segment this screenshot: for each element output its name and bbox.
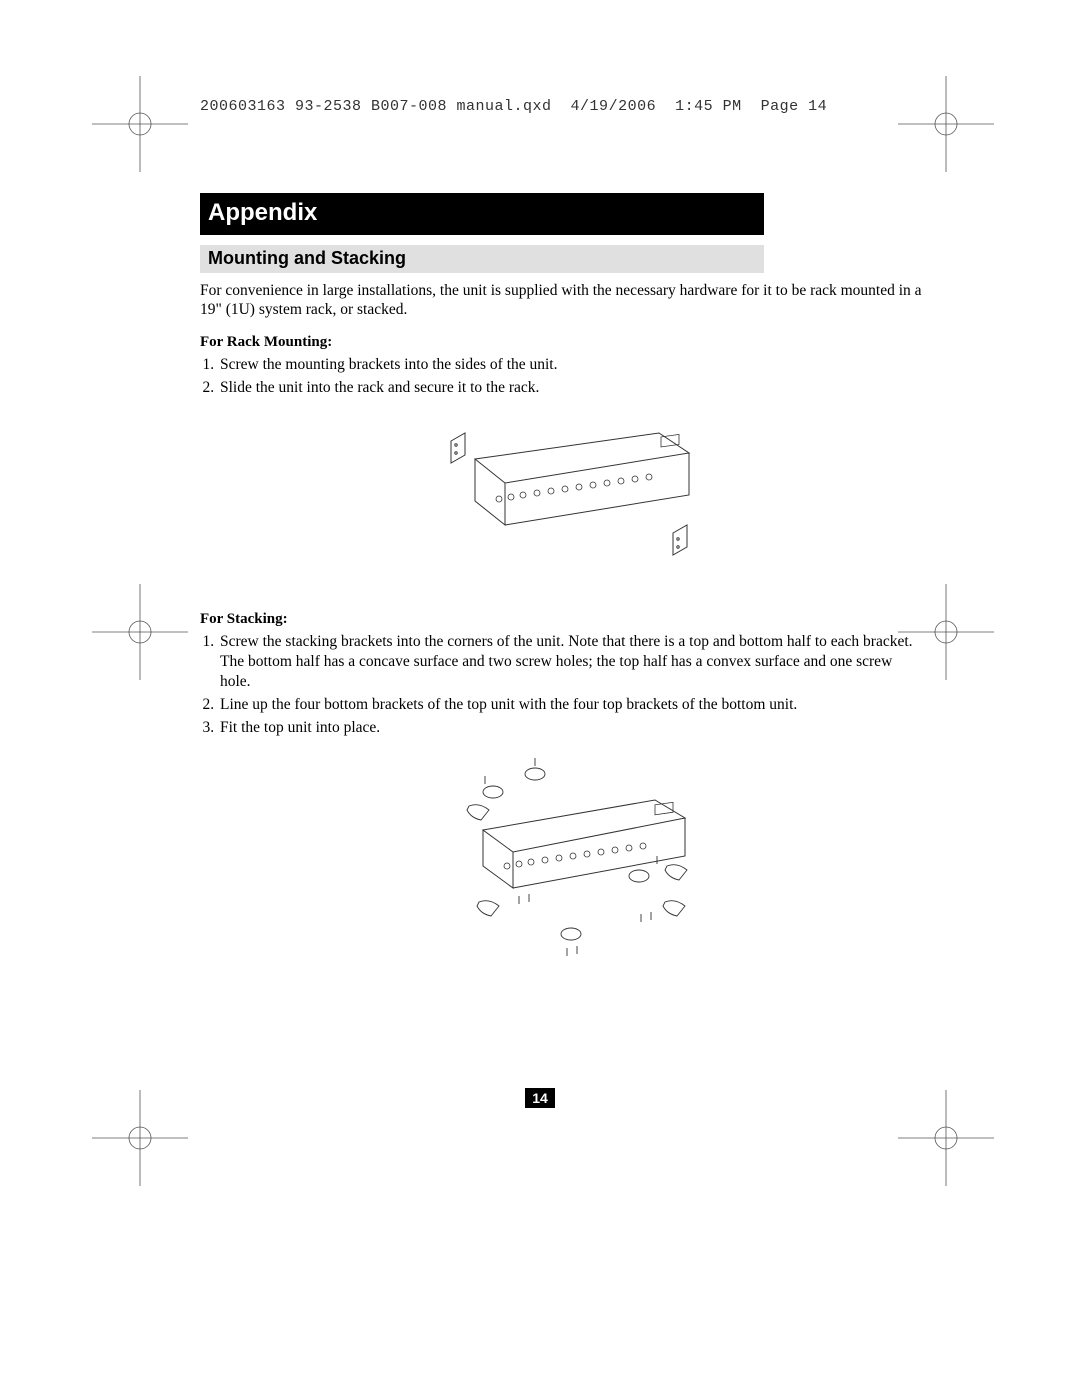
- page-content: 200603163 93-2538 B007-008 manual.qxd 4/…: [200, 98, 926, 976]
- stacking-steps: Screw the stacking brackets into the cor…: [200, 632, 920, 737]
- rack-mounting-steps: Screw the mounting brackets into the sid…: [200, 355, 920, 398]
- rack-step-2: Slide the unit into the rack and secure …: [218, 378, 920, 398]
- intro-paragraph: For convenience in large installations, …: [200, 281, 926, 320]
- mounting-subtitle-bar: Mounting and Stacking: [200, 245, 764, 273]
- stacking-label: For Stacking:: [200, 611, 926, 628]
- appendix-title-bar: Appendix: [200, 193, 764, 235]
- rack-mount-figure: [433, 415, 693, 585]
- stack-step-2: Line up the four bottom brackets of the …: [218, 695, 920, 715]
- running-header: 200603163 93-2538 B007-008 manual.qxd 4/…: [200, 98, 926, 115]
- stack-step-3: Fit the top unit into place.: [218, 718, 920, 738]
- page-number: 14: [525, 1088, 555, 1108]
- stack-step-1: Screw the stacking brackets into the cor…: [218, 632, 920, 691]
- rack-mounting-label: For Rack Mounting:: [200, 334, 926, 351]
- rack-step-1: Screw the mounting brackets into the sid…: [218, 355, 920, 375]
- stacking-figure: [433, 756, 693, 966]
